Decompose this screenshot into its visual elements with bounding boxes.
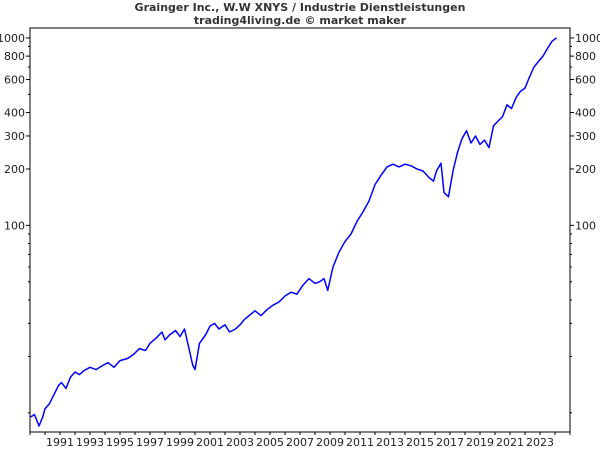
x-tick-label: 1991 [46, 436, 74, 449]
y-tick-label-right: 400 [575, 107, 596, 120]
x-tick-label: 2007 [286, 436, 314, 449]
x-tick-label: 2021 [496, 436, 524, 449]
y-tick-label-right: 300 [575, 130, 596, 143]
y-tick-label-left: 600 [4, 74, 25, 87]
y-tick-label-right: 100 [575, 219, 596, 232]
x-tick-label: 1997 [136, 436, 164, 449]
y-tick-label-left: 100 [4, 219, 25, 232]
x-tick-label: 2011 [346, 436, 374, 449]
left-axis: 100 200 300 400 600 800 1000 [0, 32, 30, 414]
x-tick-label: 1999 [166, 436, 194, 449]
y-tick-label-right: 200 [575, 163, 596, 176]
y-tick-label-right: 1000 [575, 32, 600, 45]
x-tick-label: 2015 [406, 436, 434, 449]
y-tick-label-right: 800 [575, 50, 596, 63]
chart-subtitle: trading4living.de © market maker [193, 14, 407, 27]
x-tick-label: 2003 [226, 436, 254, 449]
y-tick-label-left: 300 [4, 130, 25, 143]
right-axis: 100 200 300 400 600 800 1000 [570, 32, 600, 414]
x-tick-label: 2013 [376, 436, 404, 449]
plot-frame [29, 27, 571, 433]
chart-title: Grainger Inc., W.W XNYS / Industrie Dien… [134, 1, 466, 14]
x-tick-label: 2019 [466, 436, 494, 449]
y-tick-label-left: 400 [4, 107, 25, 120]
x-tick-label: 1995 [106, 436, 134, 449]
price-series-line [30, 37, 557, 427]
y-tick-label-left: 200 [4, 163, 25, 176]
y-tick-label-right: 600 [575, 74, 596, 87]
x-tick-label: 2001 [196, 436, 224, 449]
y-tick-label-left: 1000 [0, 32, 25, 45]
x-tick-label: 1993 [76, 436, 104, 449]
x-tick-label: 2005 [256, 436, 284, 449]
x-tick-label: 2017 [436, 436, 464, 449]
bottom-axis: 1991 1993 1995 1997 1999 2001 2003 2005 2007 2009… [29, 432, 571, 449]
y-tick-label-left: 800 [4, 50, 25, 63]
x-tick-label: 2023 [526, 436, 554, 449]
x-tick-label: 2009 [316, 436, 344, 449]
